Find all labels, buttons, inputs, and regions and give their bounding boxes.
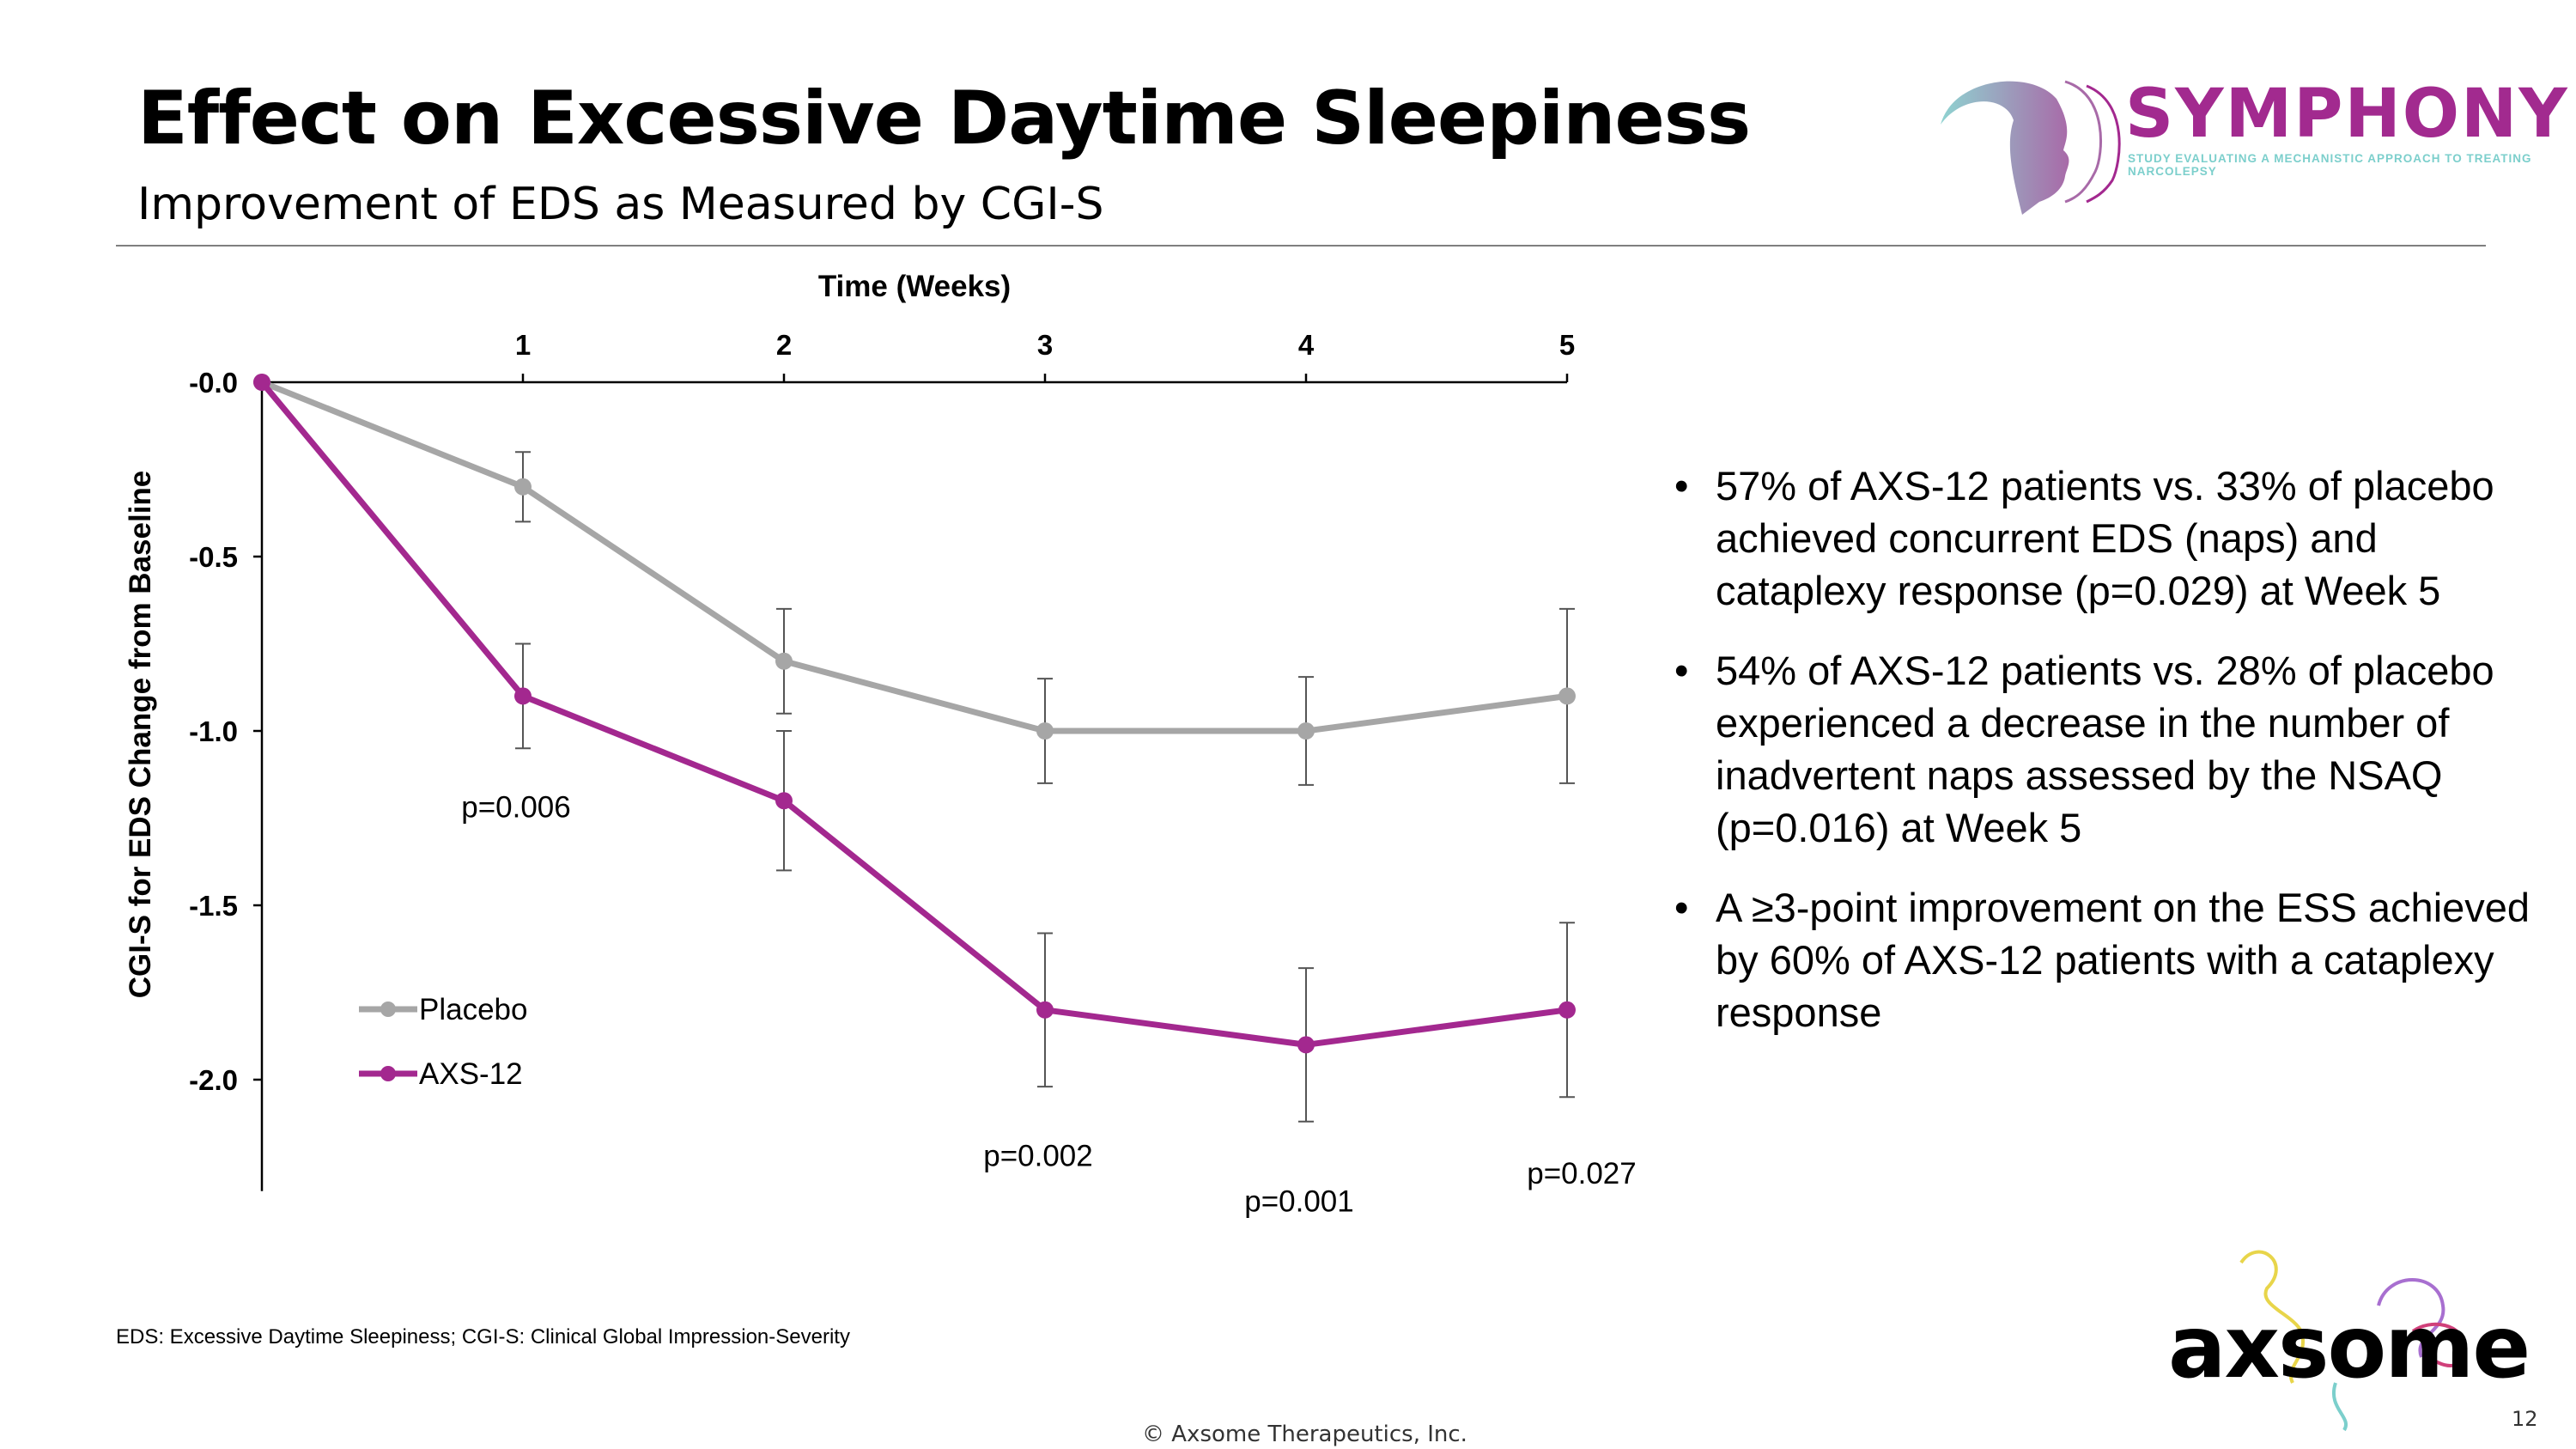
placebo-point — [775, 652, 793, 670]
y-tick-label: -0.0 — [189, 367, 238, 399]
axs-12-point — [1036, 1001, 1054, 1019]
x-tick-label: 1 — [515, 329, 531, 361]
page-title: Effect on Excessive Daytime Sleepiness — [137, 76, 1751, 161]
p-value-label: p=0.001 — [1244, 1184, 1354, 1218]
axs-12-line — [259, 380, 1568, 1048]
p-value-label: p=0.006 — [461, 791, 571, 825]
symphony-tagline: STUDY EVALUATING A MECHANISTIC APPROACH … — [2128, 152, 2532, 178]
axs-12-point — [514, 687, 532, 705]
symphony-logo-text: SYMPHONY — [2125, 76, 2569, 153]
bullet-item: A ≥3-point improvement on the ESS achiev… — [1674, 881, 2533, 1038]
p-value-label: p=0.002 — [983, 1140, 1093, 1173]
page-subtitle: Improvement of EDS as Measured by CGI-S — [137, 179, 1104, 230]
symphony-logo-mark — [1941, 80, 2121, 215]
x-tick-label: 4 — [1298, 329, 1315, 361]
axsome-logo-mark — [2239, 1250, 2467, 1432]
x-axis-title: Time (Weeks) — [818, 270, 1011, 303]
legend-label-axs-12: AXS-12 — [419, 1057, 523, 1091]
placebo-line — [260, 379, 1568, 734]
axs-12-point — [775, 792, 793, 810]
bullet-list: 57% of AXS-12 patients vs. 33% of placeb… — [1674, 460, 2533, 1066]
placebo-point — [514, 478, 532, 496]
axs-12-point — [253, 374, 270, 391]
page-number: 12 — [2512, 1407, 2538, 1431]
copyright: © Axsome Therapeutics, Inc. — [1142, 1422, 1467, 1447]
axs-12-point — [1297, 1036, 1315, 1054]
y-axis-title: CGI-S for EDS Change from Baseline — [124, 471, 157, 999]
legend-marker-placebo — [380, 1002, 396, 1017]
line-chart: 1 2 3 4 5 -0.0 -0.5 -1.0 -1.5 -2.0 Time (Weeks) CGI… — [124, 270, 1637, 1218]
bullet-item: 57% of AXS-12 patients vs. 33% of placeb… — [1674, 460, 2533, 617]
axs-12-point — [1558, 1001, 1576, 1019]
x-tick-label: 5 — [1559, 329, 1575, 361]
legend-marker-axs-12 — [380, 1066, 396, 1081]
y-tick-label: -1.0 — [189, 715, 238, 747]
y-tick-label: -2.0 — [189, 1064, 238, 1096]
title-divider — [116, 245, 2486, 247]
footnote: EDS: Excessive Daytime Sleepiness; CGI-S… — [116, 1325, 850, 1349]
y-tick-label: -1.5 — [189, 890, 238, 922]
y-tick-label: -0.5 — [189, 541, 238, 573]
bullet-item: 54% of AXS-12 patients vs. 28% of placeb… — [1674, 644, 2533, 854]
x-tick-label: 3 — [1037, 329, 1053, 361]
legend-label-placebo: Placebo — [419, 993, 527, 1026]
axsome-logo-text: axsome — [2168, 1297, 2530, 1397]
p-value-label: p=0.027 — [1527, 1157, 1637, 1190]
placebo-point — [1036, 722, 1054, 740]
placebo-point — [1558, 687, 1576, 705]
x-tick-label: 2 — [776, 329, 792, 361]
placebo-point — [1297, 722, 1315, 740]
